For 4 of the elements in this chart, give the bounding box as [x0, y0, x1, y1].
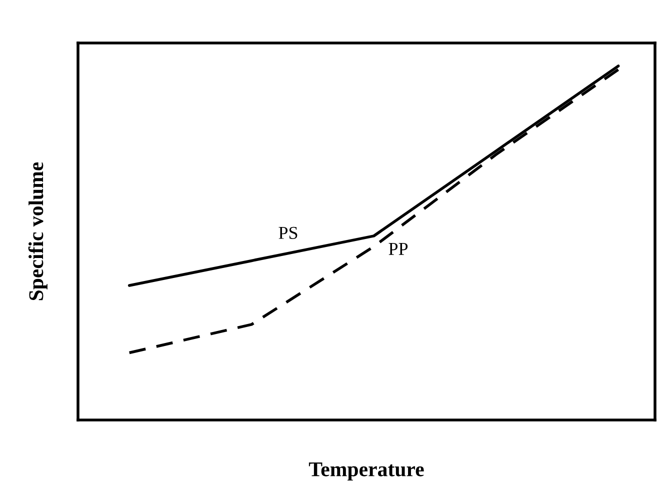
- x-axis-title: Temperature: [308, 462, 424, 481]
- series-label: PP: [388, 243, 408, 255]
- series-label: PS: [278, 226, 298, 239]
- y-axis-title: Specific volume: [28, 162, 48, 300]
